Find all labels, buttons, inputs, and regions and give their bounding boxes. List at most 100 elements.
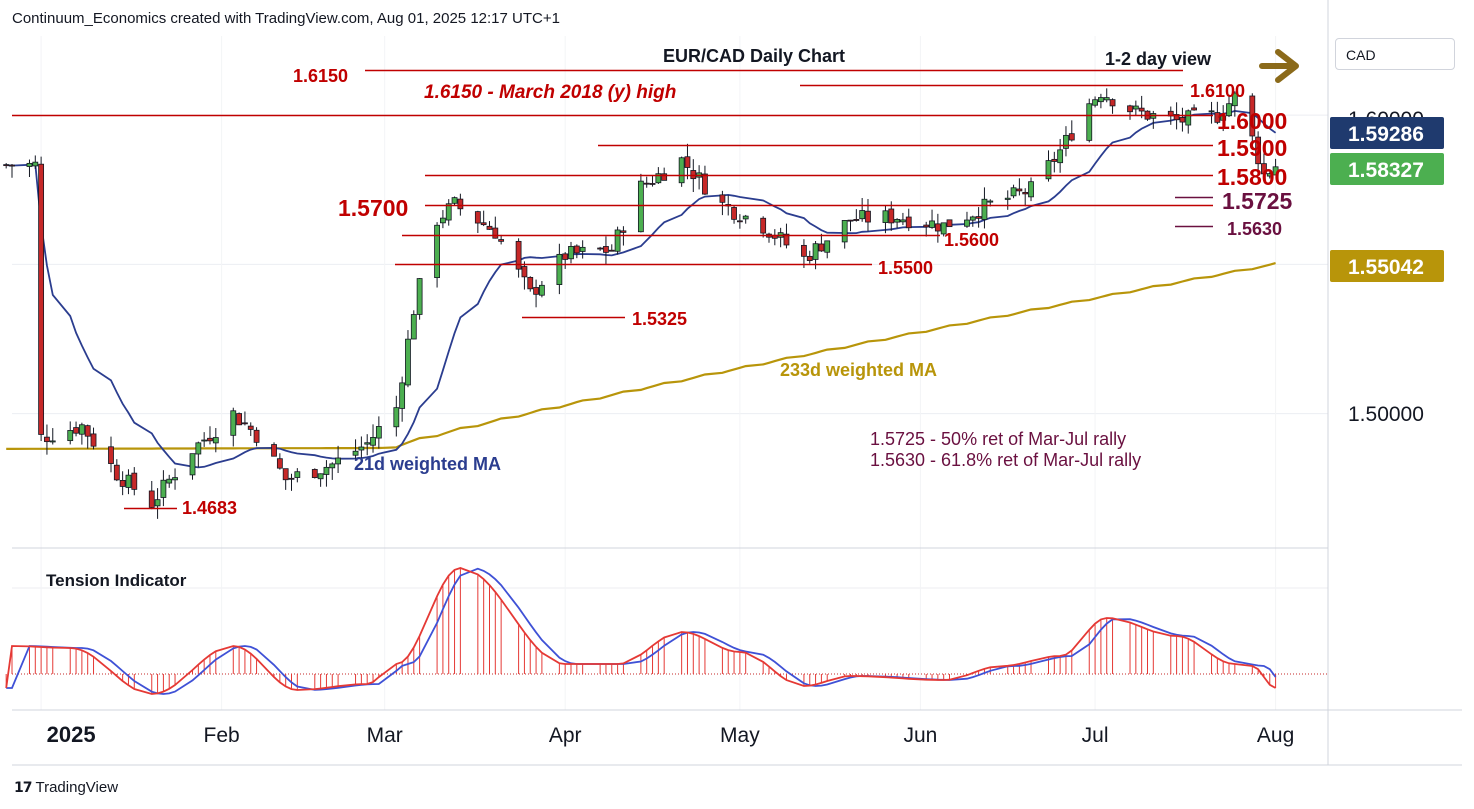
candle-body [1173, 114, 1180, 121]
candle-body [562, 253, 569, 260]
ma233-line [6, 262, 1276, 450]
candle-body [515, 240, 522, 270]
level-label-16150: 1.6150 [293, 66, 348, 86]
candle-body [212, 437, 219, 444]
candle-body [352, 450, 359, 456]
tension-indicator-panel [5, 567, 1328, 695]
candle-body [160, 479, 167, 498]
price-badge-label: 1.55042 [1348, 256, 1424, 279]
candle-body [1004, 197, 1011, 200]
candle-body [317, 473, 324, 480]
candle-body [603, 246, 609, 253]
candle-body [964, 219, 970, 227]
x-tick-label: Aug [1257, 724, 1294, 747]
candle-body [1185, 110, 1192, 126]
candle-body [434, 224, 440, 279]
candle-body [521, 266, 528, 278]
indicator-signal-line [6, 567, 1277, 695]
candle-body [1255, 136, 1262, 165]
ma21-path [6, 109, 1277, 469]
candle-body [597, 247, 604, 250]
candle-body [731, 207, 737, 220]
candle-body [801, 244, 807, 257]
candle-body [195, 442, 202, 455]
candle-body [119, 480, 126, 487]
annotation-high: 1.6150 - March 2018 (y) high [424, 82, 676, 103]
candle-body [824, 240, 831, 253]
x-tick-label: May [720, 724, 760, 747]
candle-body [1191, 107, 1197, 111]
footer[interactable]: 𝟭𝟳 TradingView [14, 779, 118, 796]
candle-body [678, 157, 685, 184]
candle-body [568, 246, 574, 260]
candle-body [538, 284, 545, 296]
candle-body [440, 217, 446, 224]
price-badge [1330, 117, 1444, 149]
price-badge [1330, 250, 1444, 282]
candle-body [987, 200, 994, 203]
candle-body [49, 440, 56, 443]
candle-body [1016, 188, 1023, 192]
candle-body [276, 458, 283, 469]
candle-body [492, 227, 499, 239]
candle-body [981, 198, 988, 220]
candle-body [841, 220, 848, 243]
candle-body [451, 197, 458, 204]
candle-body [1220, 115, 1227, 121]
candle-body [1179, 117, 1186, 123]
candle-body [311, 469, 318, 478]
right-arrow-icon [1259, 49, 1299, 83]
candle-body [1132, 105, 1139, 110]
candle-body [166, 478, 173, 484]
candle-body [1272, 166, 1279, 176]
candle-body [900, 219, 906, 223]
candle-body [1063, 134, 1069, 149]
candle-body [410, 314, 417, 340]
candle-body [1109, 99, 1116, 107]
candle-body [405, 338, 411, 386]
candle-body [44, 436, 50, 443]
candle-body [969, 216, 976, 221]
candle-body [131, 472, 138, 490]
footer-brand: TradingView [35, 779, 119, 796]
candle-body [556, 253, 563, 286]
candle-body [637, 180, 644, 233]
candle-body [375, 426, 382, 439]
candle-body [474, 211, 481, 224]
candle-body [323, 466, 330, 475]
candle-body [172, 477, 178, 481]
candle-body [1045, 160, 1052, 180]
candle-body [783, 233, 790, 246]
chart-title: EUR/CAD Daily Chart [663, 46, 845, 66]
candle-body [1028, 181, 1034, 198]
candle-body [760, 217, 767, 234]
candle-body [125, 474, 132, 488]
x-tick-label: Apr [549, 724, 582, 747]
candle-body [649, 183, 656, 185]
candle-body [1022, 191, 1029, 195]
candle-body [859, 210, 866, 220]
candle-body [1057, 149, 1064, 164]
price-badge [1330, 153, 1444, 185]
level-label-15725: 1.5725 [1222, 188, 1293, 214]
ma233-path [6, 262, 1276, 450]
candle-body [882, 210, 889, 223]
candle-body [393, 407, 400, 428]
candle-body [923, 224, 930, 228]
x-tick-label: Feb [204, 724, 240, 747]
candle-body [253, 429, 260, 443]
candle-body [416, 278, 423, 315]
price-badge-label: 1.59286 [1348, 123, 1424, 146]
candle-body [329, 463, 336, 469]
level-label-15500: 1.5500 [878, 258, 933, 278]
level-label-15630: 1.5630 [1227, 219, 1282, 239]
candle-body [282, 468, 289, 481]
currency-selector[interactable]: CAD [1335, 38, 1455, 70]
candle-body [230, 410, 237, 436]
candle-body [573, 245, 580, 254]
candle-body [84, 425, 91, 437]
candle-body [579, 246, 586, 252]
